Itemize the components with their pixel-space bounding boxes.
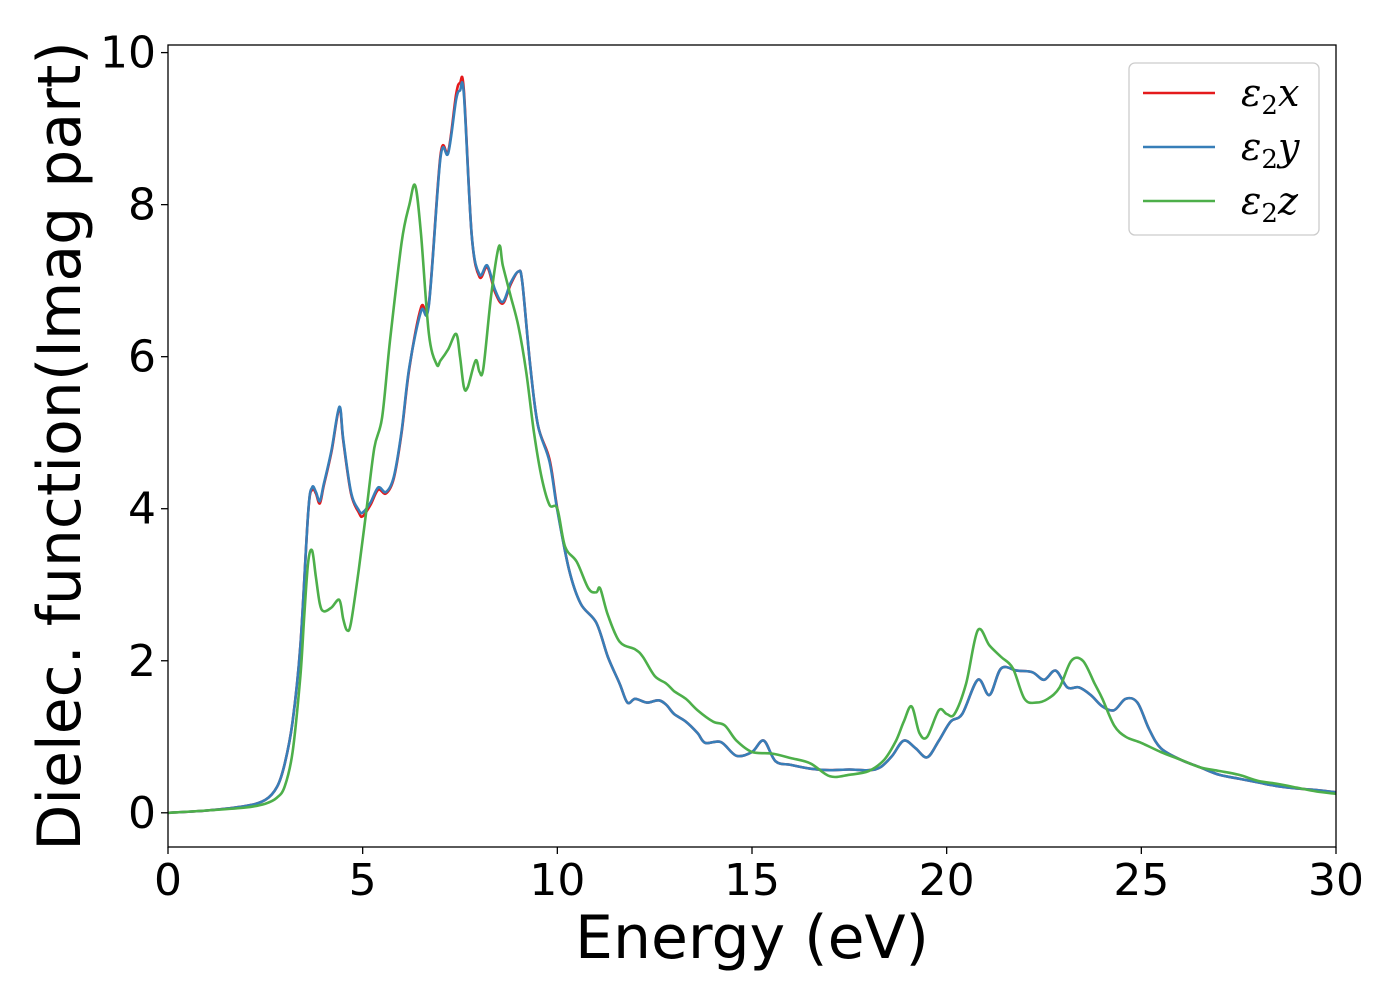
legend-label-subscript: 2 (1261, 91, 1278, 121)
y-tick-label: 6 (128, 332, 156, 383)
axis-ticks: 0 5 10 15 20 25 30 0 2 4 6 8 10 (100, 28, 1364, 906)
legend-label-subscript: 2 (1261, 145, 1278, 175)
x-tick-label: 15 (724, 855, 780, 906)
legend-label-symbol: ε (1241, 125, 1261, 169)
legend-label-z: ε2z (1241, 179, 1299, 229)
y-tick-label: 0 (128, 788, 156, 839)
legend-label-variable: x (1278, 71, 1299, 115)
legend-label-symbol: ε (1241, 179, 1261, 223)
series-line-y (168, 81, 1336, 815)
legend-label-symbol: ε (1241, 71, 1261, 115)
x-tick-label: 10 (529, 855, 585, 906)
legend-label-variable: y (1276, 125, 1300, 169)
legend-box (1128, 62, 1320, 236)
y-tick-label: 8 (128, 180, 156, 231)
x-tick-label: 5 (349, 855, 377, 906)
series-line-z (168, 183, 1336, 815)
y-tick-label: 2 (128, 636, 156, 687)
x-tick-label: 20 (919, 855, 975, 906)
x-axis-title: Energy (eV) (575, 903, 929, 973)
x-tick-label: 25 (1113, 855, 1169, 906)
legend-label-y: ε2y (1241, 125, 1300, 175)
y-tick-label: 4 (128, 484, 156, 535)
legend-label-variable: z (1277, 179, 1299, 223)
x-tick-label: 0 (154, 855, 182, 906)
y-axis-title: Dielec. function(Imag part) (25, 41, 95, 851)
plot-lines (168, 75, 1336, 815)
legend-label-subscript: 2 (1261, 199, 1278, 229)
x-tick-label: 30 (1308, 855, 1364, 906)
y-tick-label: 10 (100, 28, 156, 79)
legend-label-x: ε2x (1241, 71, 1299, 121)
